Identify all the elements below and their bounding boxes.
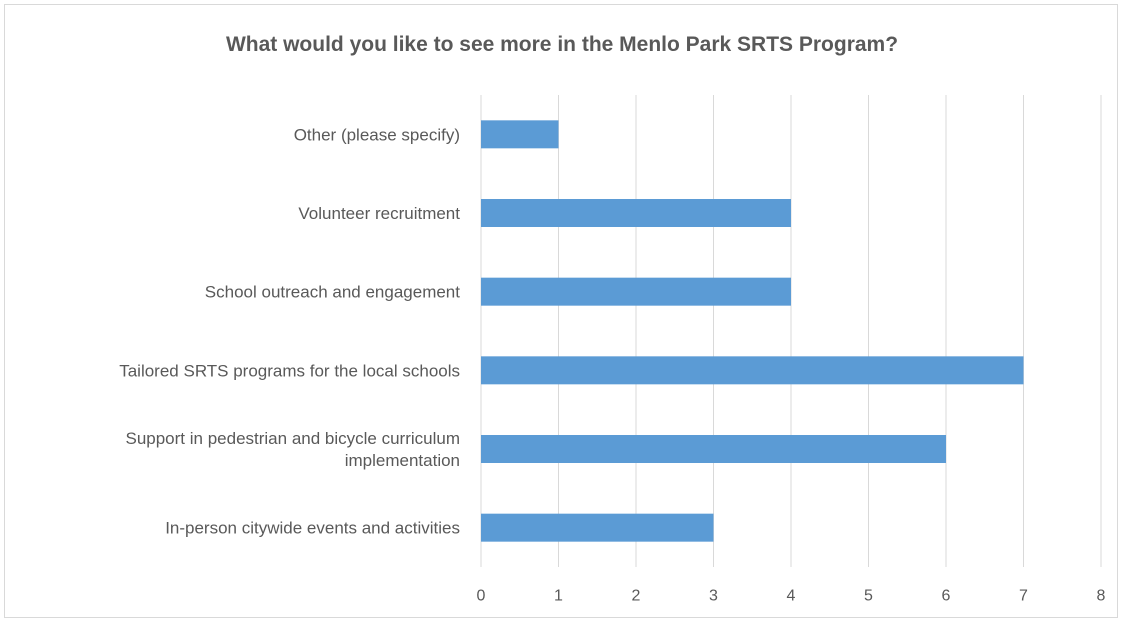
category-label-line: Support in pedestrian and bicycle curric…	[125, 429, 460, 448]
category-label-4: Volunteer recruitment	[298, 204, 460, 223]
x-tick-label-5: 5	[864, 588, 873, 605]
category-label-5: Other (please specify)	[294, 125, 460, 144]
category-label-line: Volunteer recruitment	[298, 204, 460, 223]
bar-3	[481, 277, 791, 306]
x-tick-label-8: 8	[1097, 588, 1106, 605]
category-label-line: implementation	[345, 451, 460, 470]
x-tick-label-6: 6	[942, 588, 951, 605]
x-tick-label-2: 2	[632, 588, 641, 605]
x-tick-label-1: 1	[554, 588, 563, 605]
category-label-line: School outreach and engagement	[205, 282, 460, 301]
category-label-line: Tailored SRTS programs for the local sch…	[119, 361, 460, 380]
bar-1	[481, 435, 946, 463]
category-label-2: Tailored SRTS programs for the local sch…	[119, 361, 460, 380]
bar-0	[481, 513, 714, 542]
category-label-line: In-person citywide events and activities	[165, 518, 460, 537]
bar-4	[481, 199, 791, 227]
bar-5	[481, 120, 559, 149]
category-label-3: School outreach and engagement	[205, 282, 460, 301]
bar-2	[481, 356, 1024, 385]
x-tick-label-3: 3	[709, 588, 718, 605]
category-label-line: Other (please specify)	[294, 125, 460, 144]
category-label-1: Support in pedestrian and bicycle curric…	[125, 429, 460, 470]
x-tick-label-0: 0	[477, 588, 486, 605]
x-tick-label-7: 7	[1019, 588, 1028, 605]
category-label-0: In-person citywide events and activities	[165, 518, 460, 537]
chart-title: What would you like to see more in the M…	[225, 33, 899, 56]
x-tick-label-4: 4	[787, 588, 796, 605]
